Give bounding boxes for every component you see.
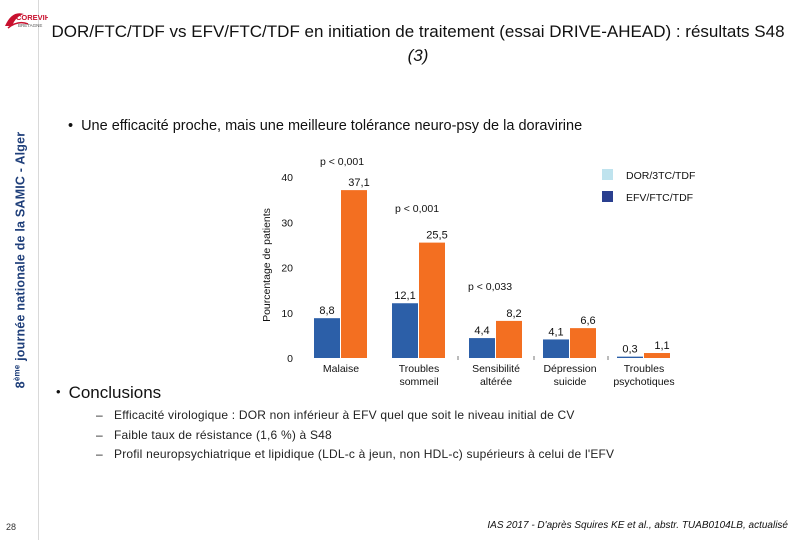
- bar-efv: [341, 190, 367, 358]
- conclusion-text: Efficacité virologique : DOR non inférie…: [114, 408, 575, 422]
- chart-labels: 8,8 12,1 4,4 4,1 0,3 37,1 25,5 8,2 6,6 1,1 Malaise…: [319, 156, 674, 388]
- bar-dor: [543, 339, 569, 358]
- conclusions-heading: • Conclusions: [56, 383, 161, 403]
- corevih-logo-graphic: COREVIH BRETAGNE: [5, 13, 48, 29]
- conclusions-list: – Efficacité virologique : DOR non inféri…: [96, 408, 614, 467]
- conclusion-text: Profil neuropsychiatrique et lipidique (…: [114, 447, 615, 461]
- bar-dor: [392, 303, 418, 358]
- bar-value-label: 4,1: [548, 326, 563, 338]
- legend-swatch: [602, 191, 613, 202]
- legend-swatch: [602, 169, 613, 180]
- slide-title: DOR/FTC/TDF vs EFV/FTC/TDF en initiation…: [48, 20, 788, 68]
- bar-value-label: 12,1: [394, 290, 415, 302]
- category-label: Sensibilité: [472, 363, 520, 375]
- bar-dor: [314, 318, 340, 358]
- page-number: 28: [6, 522, 17, 532]
- conclusion-item: – Profil neuropsychiatrique et lipidique …: [96, 447, 614, 467]
- sidebar-band: COREVIH BRETAGNE 8ème journée nationale …: [0, 0, 48, 540]
- bar-value-label: 8,2: [506, 308, 521, 320]
- bar-dor: [469, 338, 495, 358]
- conclusion-dash: –: [96, 447, 103, 461]
- bar-value-label: 0,3: [622, 344, 637, 356]
- corevih-logo: COREVIH BRETAGNE: [2, 6, 48, 36]
- bar-value-label: 8,8: [319, 305, 334, 317]
- slide-subtitle: • Une efficacité proche, mais une meilleu…: [68, 118, 582, 134]
- y-tick-label: 0: [287, 353, 293, 365]
- chart-legend: DOR/3TC/TDF EFV/FTC/TDF: [602, 169, 695, 204]
- y-tick-label: 30: [281, 217, 293, 229]
- bar-efv: [644, 353, 670, 358]
- bar-value-label: 6,6: [580, 315, 595, 327]
- y-axis-title: Pourcentage de patients: [261, 208, 273, 322]
- bar-value-label: 37,1: [348, 177, 369, 189]
- conclusions-title: Conclusions: [68, 383, 162, 402]
- conclusion-text: Faible taux de résistance (1,6 %) à S48: [114, 427, 332, 442]
- legend-label: DOR/3TC/TDF: [626, 170, 695, 182]
- category-label: Troubles: [399, 363, 439, 375]
- bar-value-label: 4,4: [474, 325, 489, 337]
- category-label: Troubles: [624, 363, 664, 375]
- conclusion-dash: –: [96, 427, 103, 442]
- bar-value-label: 25,5: [426, 230, 447, 242]
- p-value-label: p < 0,001: [320, 156, 364, 168]
- logo-subtext: BRETAGNE: [18, 23, 42, 28]
- chart-bars: [314, 190, 670, 358]
- bar-efv: [570, 328, 596, 358]
- slide-title-text: DOR/FTC/TDF vs EFV/FTC/TDF en initiation…: [51, 22, 785, 41]
- subtitle-bullet: •: [68, 118, 74, 134]
- y-tick-label: 10: [281, 308, 293, 320]
- legend-label: EFV/FTC/TDF: [626, 192, 693, 204]
- slide-title-ref: (3): [407, 46, 429, 65]
- logo-text: COREVIH: [16, 13, 48, 22]
- bar-efv: [496, 320, 522, 358]
- bar-value-label: 1,1: [654, 340, 669, 352]
- p-value-label: p < 0,033: [468, 281, 512, 293]
- y-tick-label: 40: [281, 172, 293, 184]
- conclusion-item: – Faible taux de résistance (1,6 %) à S48: [96, 428, 614, 448]
- subtitle-text: Une efficacité proche, mais une meilleur…: [81, 118, 583, 134]
- category-label: Dépression: [543, 363, 596, 375]
- p-value-label: p < 0,001: [395, 203, 439, 215]
- conclusion-dash: –: [96, 408, 103, 422]
- bar-chart: Pourcentage de patients 0 10 20 30 40 8,8 12,1…: [261, 156, 695, 388]
- category-label: sommeil: [399, 376, 438, 388]
- footer-reference: IAS 2017 - D'après Squires KE et al., ab…: [487, 520, 788, 531]
- conclusions-bullet: •: [56, 384, 61, 399]
- bar-dor: [617, 356, 643, 358]
- y-tick-label: 20: [281, 263, 293, 275]
- category-label: suicide: [554, 376, 587, 388]
- category-label: psychotiques: [613, 376, 674, 388]
- category-label: Malaise: [323, 363, 359, 375]
- bar-efv: [419, 242, 445, 358]
- conclusion-item: – Efficacité virologique : DOR non inféri…: [96, 408, 614, 428]
- category-label: altérée: [480, 376, 512, 388]
- chart-axes: Pourcentage de patients 0 10 20 30 40: [261, 172, 609, 365]
